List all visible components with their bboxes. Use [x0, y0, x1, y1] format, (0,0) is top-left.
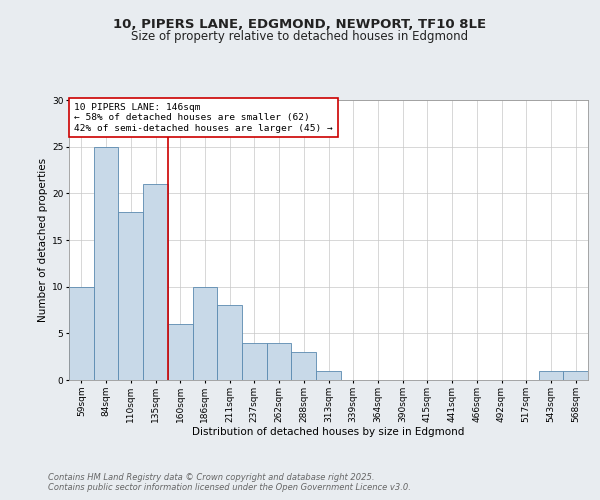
Text: 10, PIPERS LANE, EDGMOND, NEWPORT, TF10 8LE: 10, PIPERS LANE, EDGMOND, NEWPORT, TF10 … [113, 18, 487, 30]
Bar [193, 286, 217, 380]
Y-axis label: Number of detached properties: Number of detached properties [38, 158, 48, 322]
Text: 10 PIPERS LANE: 146sqm
← 58% of detached houses are smaller (62)
42% of semi-det: 10 PIPERS LANE: 146sqm ← 58% of detached… [74, 103, 333, 132]
Bar [292, 352, 316, 380]
Text: Size of property relative to detached houses in Edgmond: Size of property relative to detached ho… [131, 30, 469, 43]
Bar [143, 184, 168, 380]
Text: Contains public sector information licensed under the Open Government Licence v3: Contains public sector information licen… [48, 482, 411, 492]
Bar [69, 286, 94, 380]
Bar [94, 146, 118, 380]
Bar [168, 324, 193, 380]
Bar [563, 370, 588, 380]
Text: Contains HM Land Registry data © Crown copyright and database right 2025.: Contains HM Land Registry data © Crown c… [48, 472, 374, 482]
X-axis label: Distribution of detached houses by size in Edgmond: Distribution of detached houses by size … [193, 428, 464, 438]
Bar [316, 370, 341, 380]
Bar [242, 342, 267, 380]
Bar [539, 370, 563, 380]
Bar [217, 306, 242, 380]
Bar [118, 212, 143, 380]
Bar [267, 342, 292, 380]
